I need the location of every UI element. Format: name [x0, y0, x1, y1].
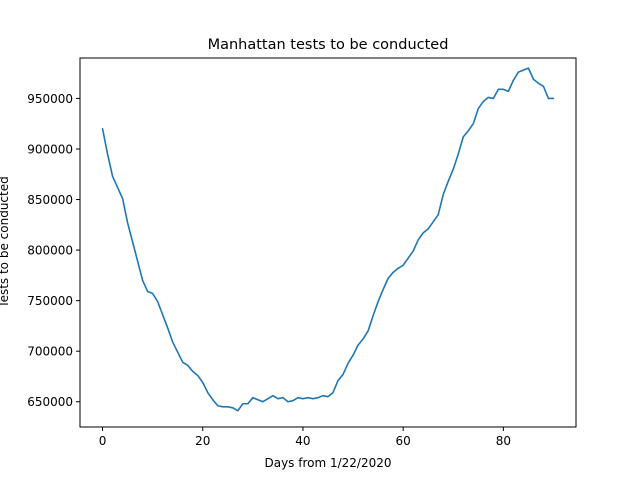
y-tick-label: 700000	[27, 345, 73, 359]
series-line	[101, 67, 555, 412]
x-tick-label: 60	[396, 434, 411, 448]
y-axis-label: Tests to be conducted	[0, 176, 11, 308]
y-tick-label: 950000	[27, 92, 73, 106]
y-tick-label: 750000	[27, 294, 73, 308]
x-axis-label: Days from 1/22/2020	[264, 456, 391, 470]
y-tick-label: 650000	[27, 395, 73, 409]
y-tick-label: 800000	[27, 244, 73, 258]
x-tick-label: 80	[496, 434, 511, 448]
y-axis: 650000 700000 750000 800000 850000 900000 9500…	[27, 92, 80, 409]
chart-title: Manhattan tests to be conducted	[208, 37, 449, 53]
x-tick-label: 0	[99, 434, 107, 448]
y-tick-label: 850000	[27, 193, 73, 207]
x-tick-label: 20	[195, 434, 210, 448]
y-tick-label: 900000	[27, 142, 73, 156]
plot-area	[79, 57, 577, 428]
x-axis: 0 20 40 60 80	[99, 427, 511, 448]
plot-frame	[79, 57, 577, 428]
x-tick-label: 40	[295, 434, 310, 448]
